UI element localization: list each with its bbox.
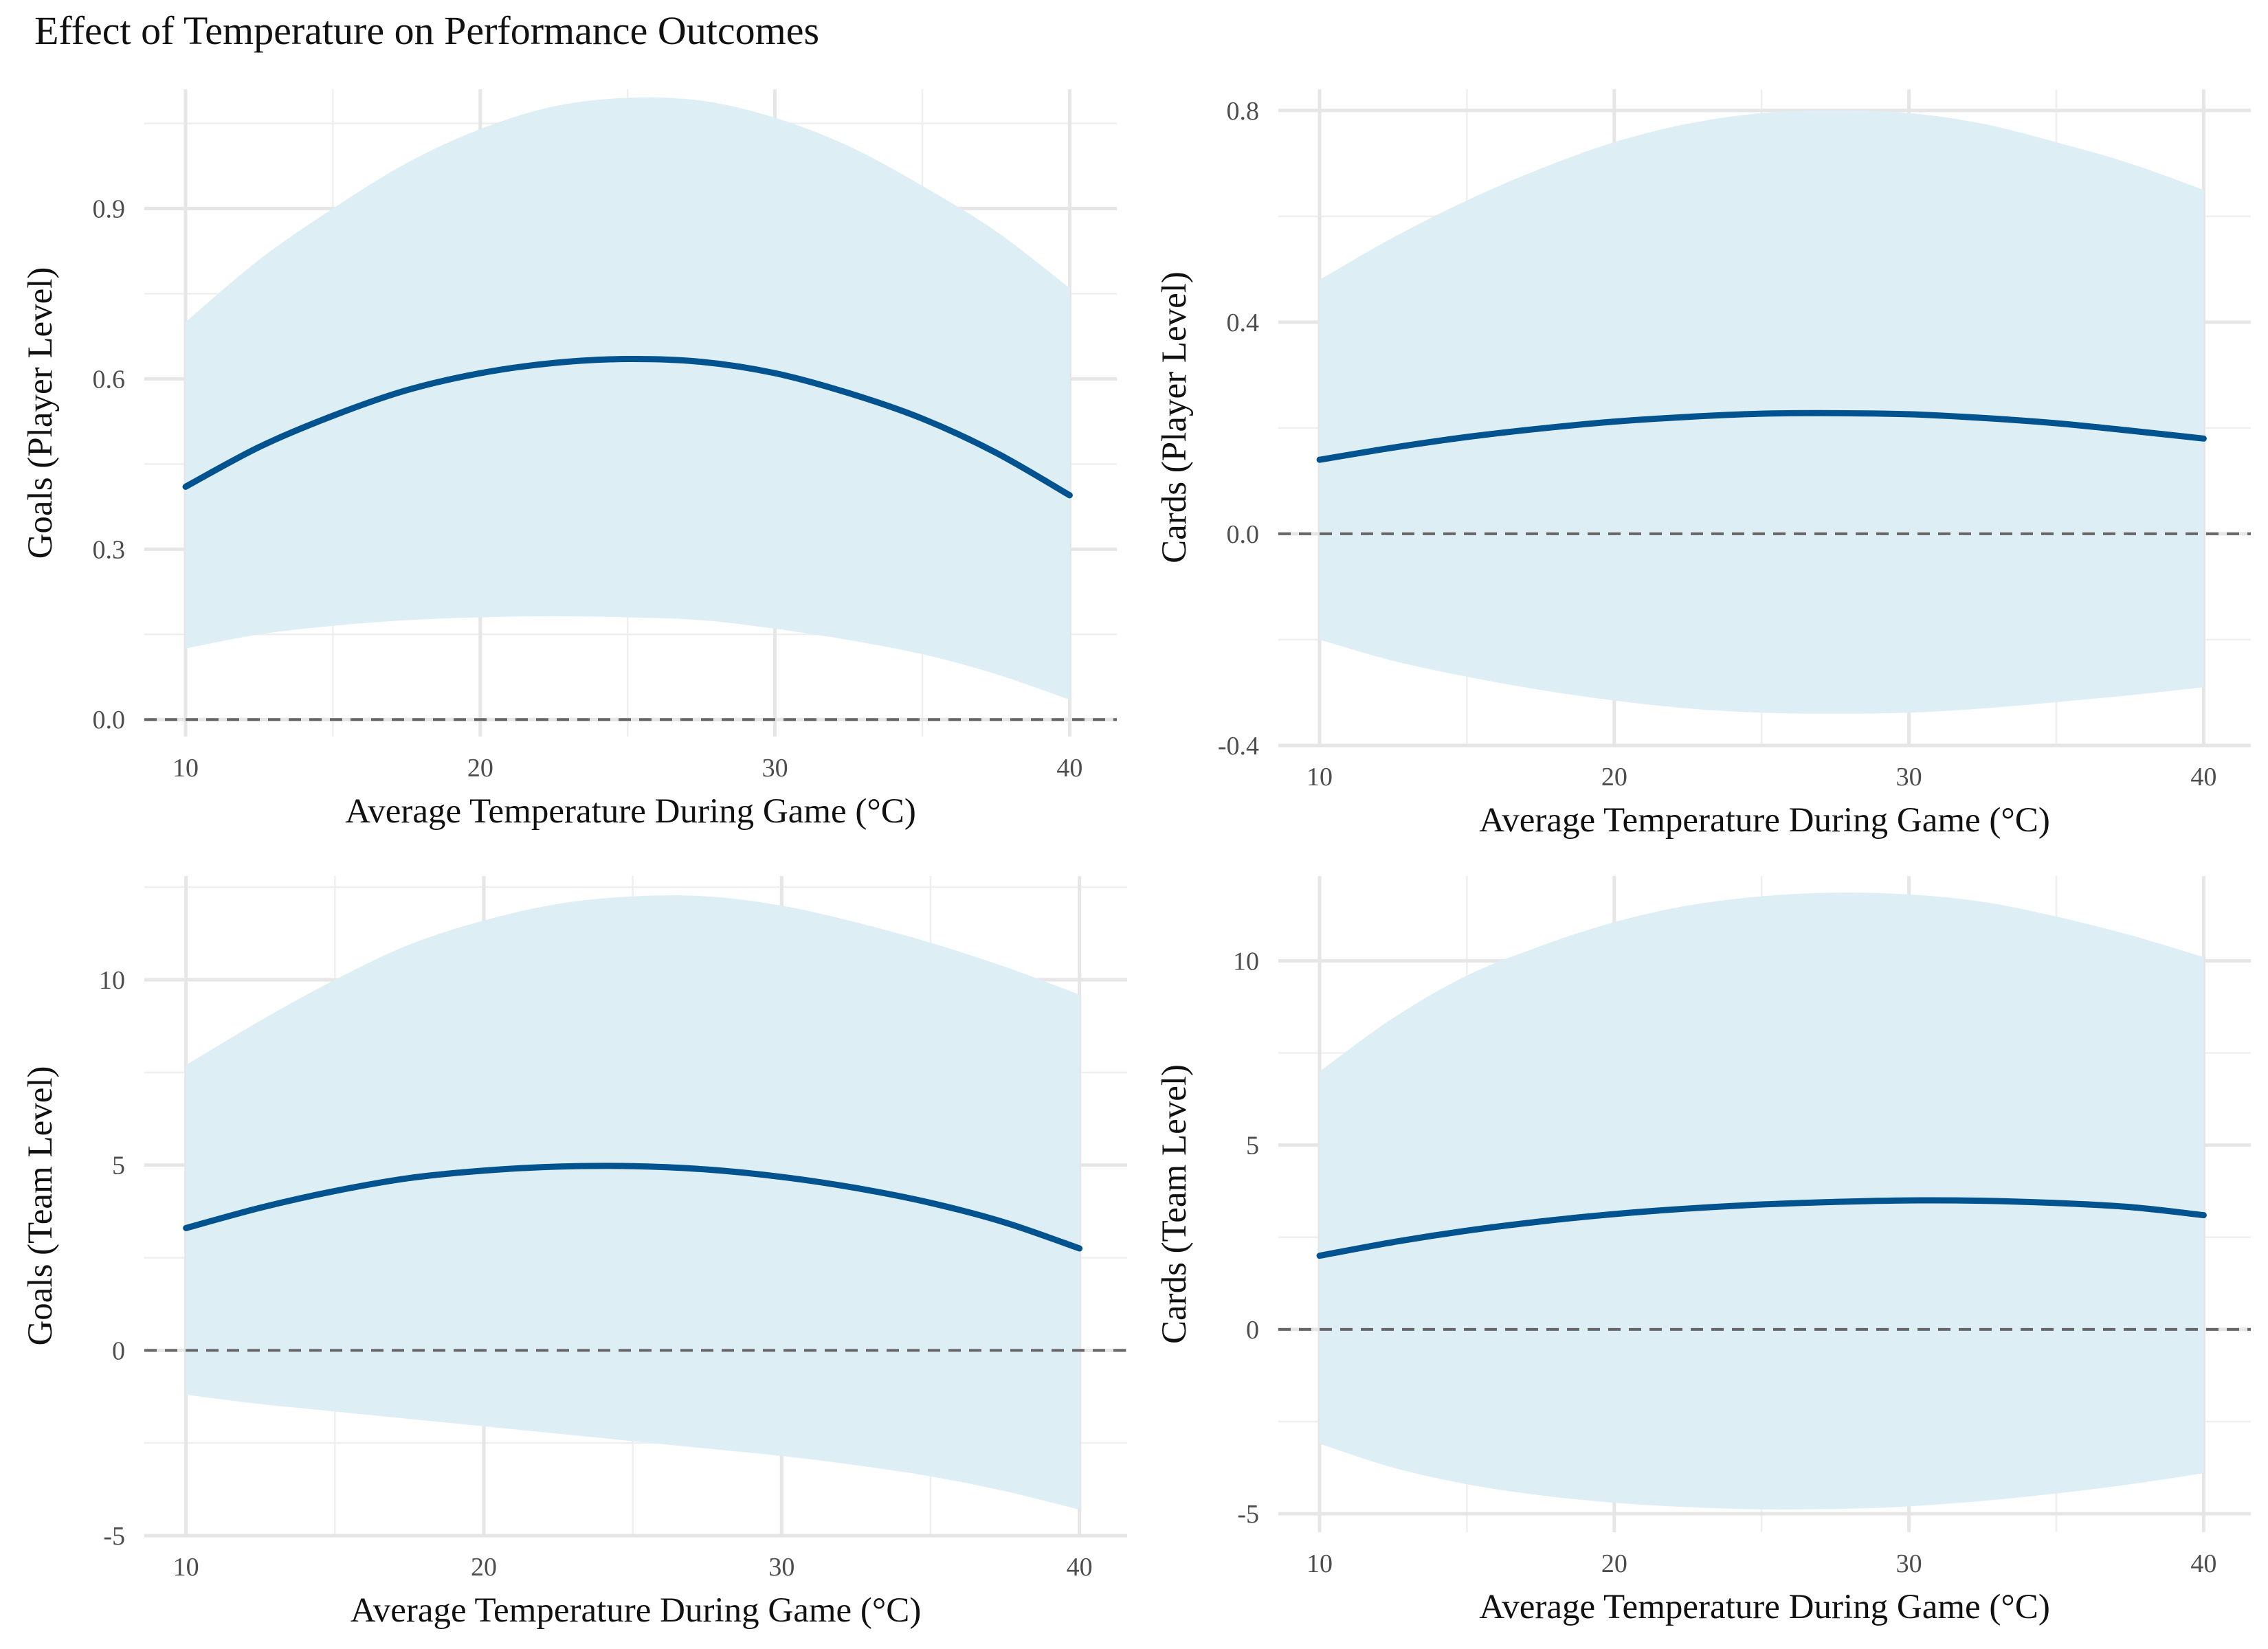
x-tick-label: 20 bbox=[1601, 763, 1627, 792]
x-tick-label: 20 bbox=[1601, 1549, 1627, 1578]
y-axis-title: Goals (Player Level) bbox=[21, 267, 60, 559]
estimate-line bbox=[182, 355, 1073, 499]
x-tick-label: 20 bbox=[471, 1553, 497, 1582]
x-tick-label: 20 bbox=[467, 754, 493, 783]
y-tick-label: 0 bbox=[1246, 1316, 1259, 1345]
x-axis-title: Average Temperature During Game (°C) bbox=[1479, 1588, 2050, 1626]
y-tick-label: 5 bbox=[1246, 1132, 1259, 1160]
x-tick-label: 30 bbox=[1896, 763, 1922, 792]
y-axis-title: Cards (Player Level) bbox=[1155, 271, 1194, 563]
confidence-band bbox=[186, 895, 1080, 1510]
x-tick-label: 30 bbox=[768, 1553, 794, 1582]
x-tick-label: 40 bbox=[1056, 754, 1082, 783]
x-tick-label: 40 bbox=[2190, 763, 2216, 792]
y-axis-title: Goals (Team Level) bbox=[21, 1066, 60, 1345]
x-tick-label: 30 bbox=[762, 754, 788, 783]
x-tick-label: 30 bbox=[1896, 1549, 1922, 1578]
panel-goals-team: 10 20 30 40 -5 0 5 10 Average Temperature During… bbox=[21, 876, 1127, 1630]
panel-goals-player: 10 20 30 40 0.0 0.3 0.6 0.9 Average Temperature … bbox=[21, 89, 1117, 831]
x-tick-label: 40 bbox=[1067, 1553, 1093, 1582]
x-tick-label: 10 bbox=[1307, 763, 1333, 792]
x-tick-label: 10 bbox=[173, 754, 199, 783]
panel-cards-team: 10 20 30 40 -5 0 5 10 Average Temperature During… bbox=[1155, 876, 2251, 1626]
x-tick-label: 10 bbox=[173, 1553, 199, 1582]
x-axis-title: Average Temperature During Game (°C) bbox=[351, 1591, 922, 1630]
y-tick-label: 0.8 bbox=[1227, 97, 1260, 126]
y-tick-label: 10 bbox=[1233, 947, 1259, 976]
y-tick-label: 0.0 bbox=[1227, 520, 1260, 549]
y-tick-label: 10 bbox=[99, 966, 125, 995]
y-tick-label: 0.3 bbox=[93, 535, 126, 564]
y-tick-label: 0 bbox=[112, 1336, 125, 1365]
y-axis-title: Cards (Team Level) bbox=[1155, 1064, 1194, 1344]
y-tick-label: 0.6 bbox=[93, 365, 126, 394]
figure-title: Effect of Temperature on Performance Out… bbox=[34, 8, 819, 53]
estimate-line bbox=[1316, 1197, 2207, 1259]
y-tick-label: 0.9 bbox=[93, 195, 126, 224]
y-tick-label: 0.0 bbox=[93, 706, 126, 734]
x-axis-title: Average Temperature During Game (°C) bbox=[1479, 801, 2050, 840]
y-tick-label: -5 bbox=[103, 1522, 125, 1551]
estimate-line bbox=[183, 1163, 1083, 1252]
estimate-line bbox=[1316, 410, 2207, 463]
x-tick-label: 40 bbox=[2190, 1549, 2216, 1578]
confidence-band bbox=[186, 97, 1070, 700]
x-tick-label: 10 bbox=[1307, 1549, 1333, 1578]
confidence-band bbox=[1320, 893, 2204, 1510]
y-tick-label: -5 bbox=[1237, 1500, 1259, 1529]
y-tick-label: -0.4 bbox=[1218, 732, 1259, 761]
x-axis-title: Average Temperature During Game (°C) bbox=[345, 792, 916, 831]
panel-cards-player: 10 20 30 40 -0.4 0.0 0.4 0.8 Average Temperature… bbox=[1155, 89, 2251, 840]
y-tick-label: 0.4 bbox=[1227, 309, 1260, 337]
y-tick-label: 5 bbox=[112, 1152, 125, 1180]
